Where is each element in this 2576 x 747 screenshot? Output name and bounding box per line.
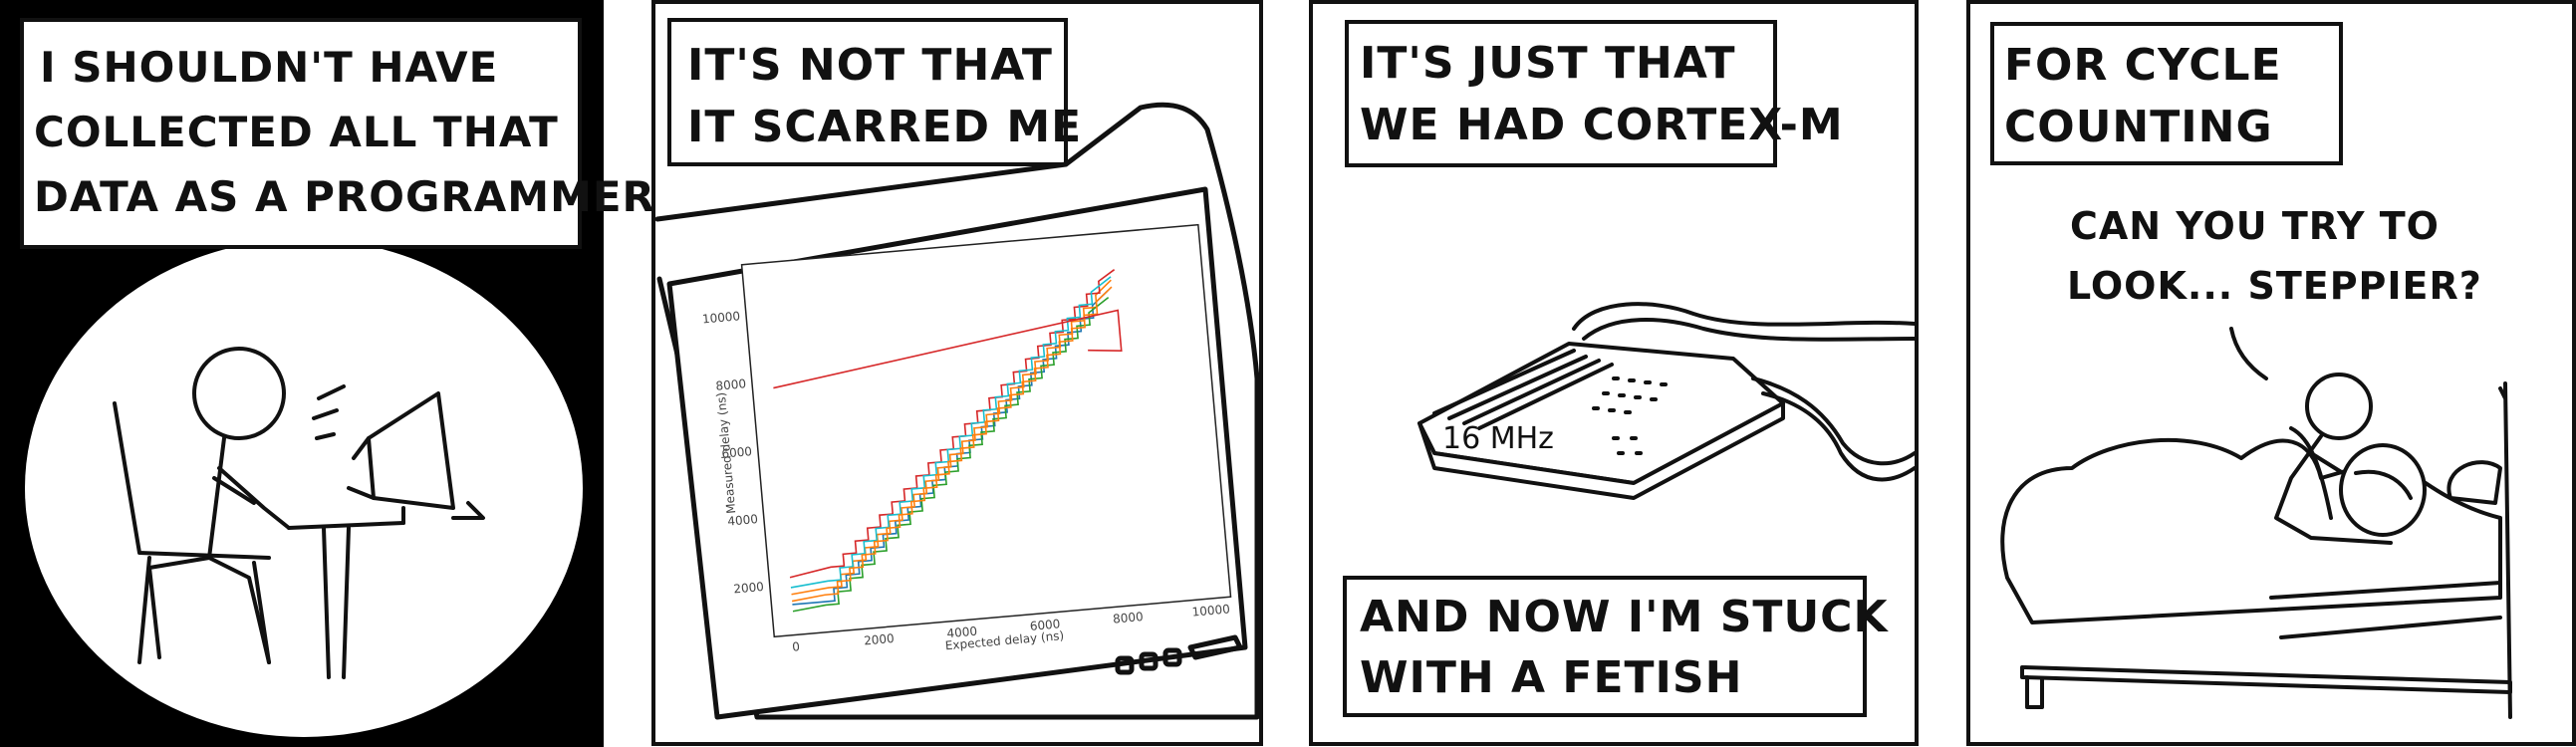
caption-line: IT'S JUST THAT xyxy=(1360,38,1735,89)
device-label: 16 MHz xyxy=(1442,421,1554,456)
plot-series-line xyxy=(791,286,1113,603)
speech-line: CAN YOU TRY TO xyxy=(2070,204,2440,248)
x-tick-label: 0 xyxy=(792,639,801,654)
y-tick-label: 6000 xyxy=(721,444,753,461)
y-tick-label: 2000 xyxy=(733,580,765,597)
caption-box xyxy=(20,18,582,249)
x-tick-label: 10000 xyxy=(1191,602,1230,619)
caption-line: I SHOULDN'T HAVE xyxy=(40,43,498,92)
x-tick-label: 4000 xyxy=(946,624,978,641)
panel-4: FOR CYCLE COUNTING CAN YOU TRY TO LOOK..… xyxy=(1966,0,2576,746)
plot: 0 2000 4000 6000 8000 10000 2000 4000 6000 8000 1… xyxy=(701,223,1232,654)
bed-with-figures xyxy=(2000,373,2512,719)
y-tick-label: 8000 xyxy=(715,376,747,393)
caption-box xyxy=(1990,22,2343,165)
caption-line: AND NOW I'M STUCK xyxy=(1360,592,1889,642)
caption-line: WE HAD CORTEX-M xyxy=(1360,100,1844,150)
plot-series-line xyxy=(773,309,1123,389)
caption-line: COUNTING xyxy=(2004,102,2273,152)
stick-figure-at-computer xyxy=(113,347,485,679)
y-tick-label: 10000 xyxy=(701,309,740,326)
caption-box xyxy=(1343,576,1867,717)
x-tick-label: 6000 xyxy=(1029,617,1061,633)
panel-1: I SHOULDN'T HAVE COLLECTED ALL THAT DATA… xyxy=(0,0,655,747)
caption-line: IT'S NOT THAT xyxy=(687,40,1053,91)
plot-series-line xyxy=(789,269,1116,579)
caption-line: WITH A FETISH xyxy=(1360,652,1742,703)
panel-3: IT'S JUST THAT WE HAD CORTEX-M 16 MHz AN… xyxy=(1309,0,1919,746)
caption-line: FOR CYCLE xyxy=(2004,40,2282,91)
plot-series-line xyxy=(792,296,1110,613)
spotlight-circle xyxy=(25,239,583,737)
speech-line: LOOK... STEPPIER? xyxy=(2067,264,2482,308)
caption-line: IT SCARRED ME xyxy=(687,102,1082,152)
caption-line: COLLECTED ALL THAT xyxy=(34,108,559,156)
speech-tail xyxy=(2229,327,2268,380)
cortex-m-board xyxy=(1417,302,1917,500)
panel-2: IT'S NOT THAT IT SCARRED ME 0 2000 4000 600… xyxy=(651,0,1263,746)
caption-box xyxy=(667,18,1068,166)
plot-series-line xyxy=(790,276,1112,589)
x-tick-label: 2000 xyxy=(864,631,896,648)
caption-box xyxy=(1345,20,1777,167)
caption-line: DATA AS A PROGRAMMER xyxy=(34,172,655,221)
x-tick-label: 8000 xyxy=(1113,610,1145,626)
y-tick-label: 4000 xyxy=(727,512,759,529)
